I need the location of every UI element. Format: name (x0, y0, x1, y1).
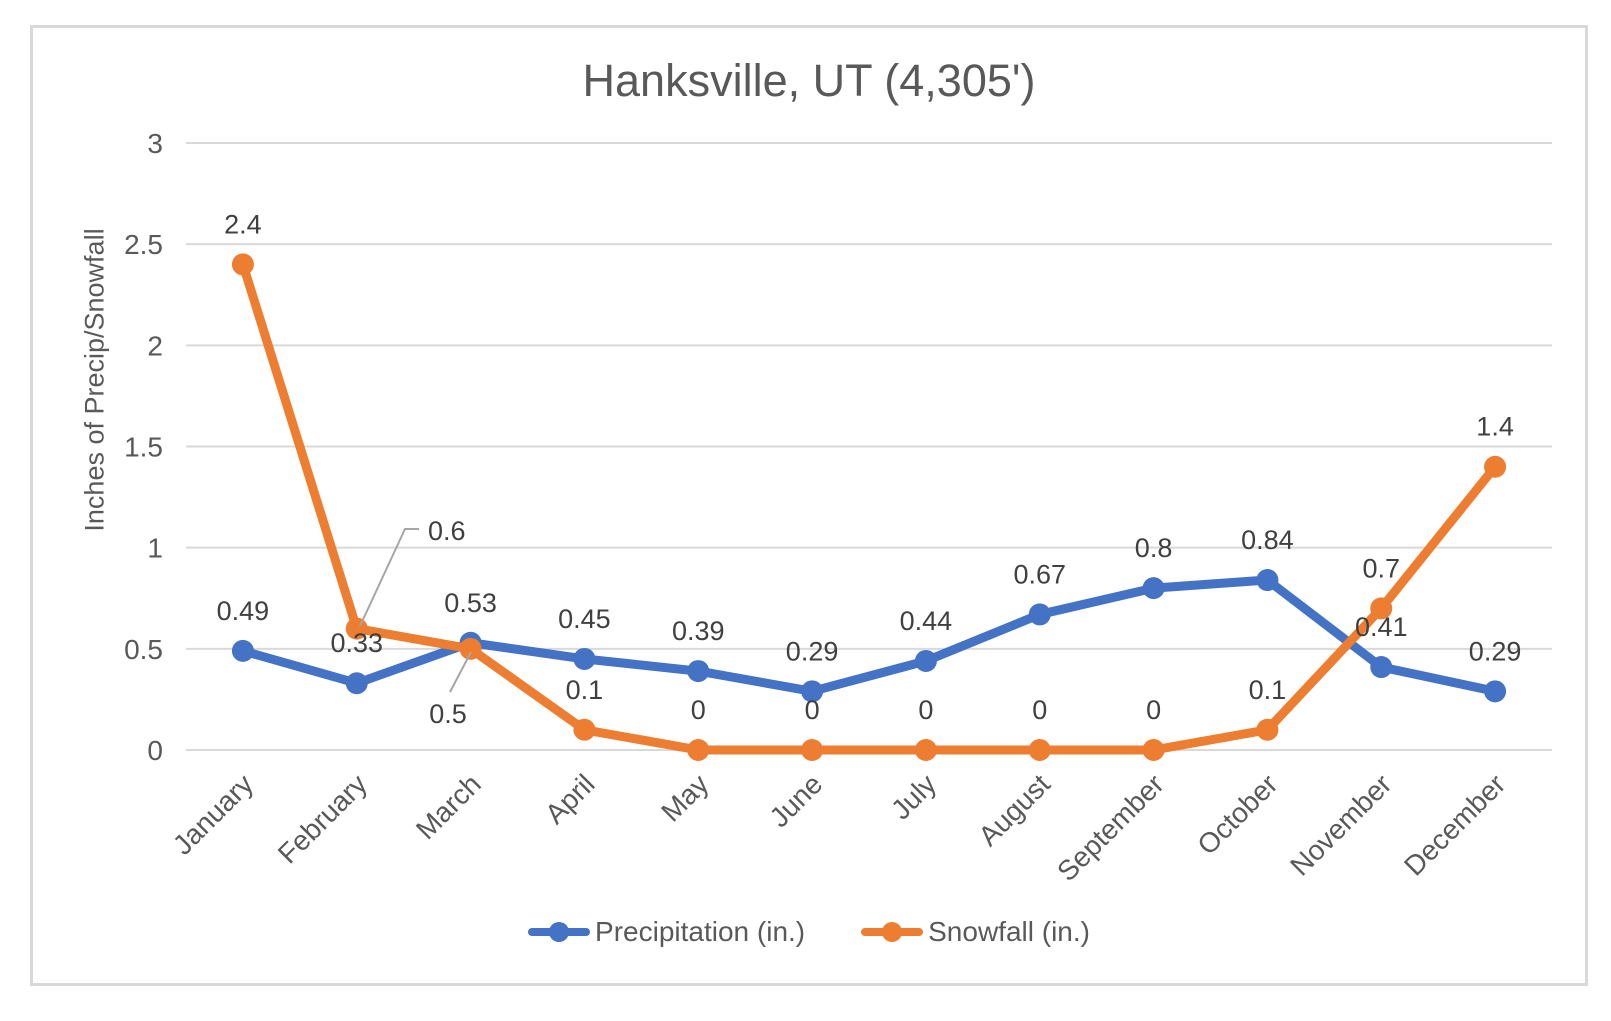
series-line-precipitation (238, 575, 1500, 696)
data-label: 0.39 (672, 616, 725, 646)
x-tick-label: October (1191, 768, 1283, 860)
y-tick-label: 3 (147, 128, 163, 159)
data-label: 0.7 (1362, 553, 1400, 583)
legend-label-snowfall: Snowfall (in.) (928, 916, 1090, 947)
x-tick-label: July (885, 768, 942, 825)
data-label: 0 (1146, 695, 1161, 725)
series-line-snowfall (238, 259, 1500, 755)
data-label: 0 (805, 695, 820, 725)
label-leader-line (359, 528, 419, 627)
y-tick-label: 1.5 (124, 432, 163, 463)
y-tick-label: 2.5 (124, 229, 163, 260)
data-point-snowfall (573, 718, 596, 741)
data-label: 0 (918, 695, 933, 725)
data-point-snowfall (1256, 718, 1279, 741)
data-label: 0.49 (217, 596, 270, 626)
data-label: 0.5 (429, 699, 467, 729)
x-tick-label: March (410, 768, 487, 845)
data-point-precipitation (1256, 569, 1279, 592)
data-label: 1.4 (1476, 412, 1514, 442)
data-point-snowfall (914, 739, 937, 761)
data-label: 0 (691, 695, 706, 725)
data-label: 0.44 (900, 606, 953, 636)
data-point-precipitation (573, 647, 596, 670)
data-point-snowfall (801, 739, 824, 761)
data-point-precipitation (231, 639, 254, 662)
legend-item-precipitation[interactable]: Precipitation (in.) (528, 916, 805, 948)
data-label: 0.45 (558, 604, 611, 634)
data-label: 0.6 (428, 516, 466, 546)
data-label: 0.84 (1241, 525, 1294, 555)
data-label: 0.29 (1469, 636, 1522, 666)
x-tick-label: December (1398, 768, 1511, 881)
y-tick-label: 2 (147, 330, 163, 361)
data-label: 0.67 (1013, 559, 1066, 589)
data-point-snowfall (1484, 455, 1507, 478)
y-tick-label: 1 (147, 533, 163, 564)
data-point-precipitation (914, 649, 937, 672)
precipitation-line-marker-icon (528, 922, 591, 942)
x-tick-label: April (539, 768, 601, 830)
legend-label-precipitation: Precipitation (in.) (595, 916, 806, 947)
data-point-snowfall (687, 739, 710, 761)
data-point-snowfall (1142, 739, 1165, 761)
data-label: 0.41 (1355, 612, 1408, 642)
x-tick-label: February (272, 768, 373, 869)
chart-title: Hanksville, UT (4,305') (582, 55, 1036, 106)
data-point-snowfall (1370, 597, 1393, 620)
data-label: 0.1 (1249, 675, 1287, 705)
data-point-precipitation (345, 672, 368, 695)
y-tick-label: 0.5 (124, 634, 163, 665)
x-tick-label: May (655, 768, 714, 827)
x-tick-label: September (1051, 768, 1170, 887)
data-point-snowfall (459, 637, 482, 660)
data-point-snowfall (1028, 739, 1051, 761)
data-point-precipitation (1142, 577, 1165, 600)
data-label: 0.29 (786, 636, 839, 666)
data-point-precipitation (1370, 656, 1393, 679)
y-tick-label: 0 (147, 735, 163, 766)
x-tick-label: August (972, 768, 1056, 852)
data-label: 0.33 (330, 628, 383, 658)
data-label: 0.8 (1135, 533, 1173, 563)
x-tick-label: January (167, 768, 259, 860)
data-point-precipitation (801, 680, 824, 703)
data-label: 0 (1032, 695, 1047, 725)
data-label: 0.53 (444, 588, 497, 618)
data-label: 2.4 (224, 209, 262, 239)
data-label: 0.1 (566, 675, 604, 705)
data-point-precipitation (1484, 680, 1507, 703)
snowfall-line-marker-icon (861, 922, 924, 942)
x-tick-label: November (1284, 768, 1397, 881)
x-tick-label: June (763, 768, 828, 833)
label-leader-line (449, 651, 472, 693)
data-point-snowfall (231, 253, 254, 276)
data-point-precipitation (687, 660, 710, 683)
legend-item-snowfall[interactable]: Snowfall (in.) (861, 916, 1090, 948)
chart-border (30, 25, 1588, 986)
data-point-precipitation (1028, 603, 1051, 626)
legend: Precipitation (in.) Snowfall (in.) (30, 916, 1588, 948)
